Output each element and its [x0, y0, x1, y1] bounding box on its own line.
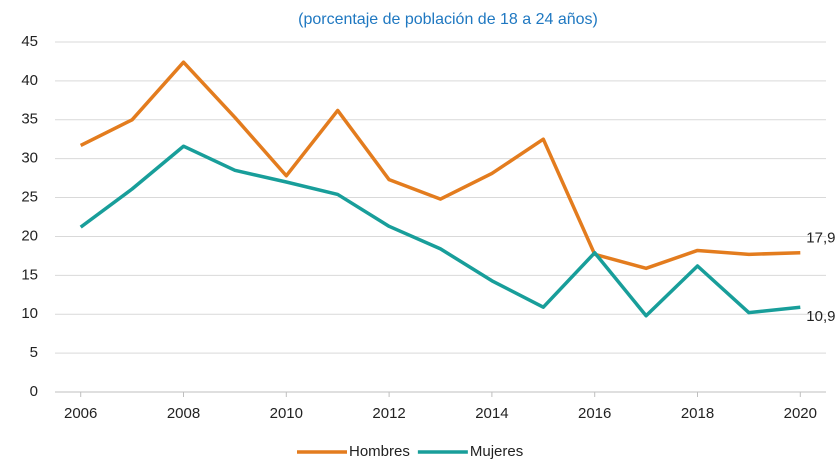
line-series [79, 144, 801, 318]
legend-label: Mujeres [470, 443, 523, 460]
y-tick-label: 5 [30, 344, 38, 361]
x-tick-label: 2010 [270, 405, 303, 422]
x-tick-label: 2018 [681, 405, 714, 422]
x-tick-label: 2014 [475, 405, 508, 422]
chart-subtitle: (porcentaje de población de 18 a 24 años… [298, 11, 598, 28]
value-label: 10,9 [806, 308, 835, 325]
legend-label: Hombres [349, 443, 410, 460]
x-tick-label: 2006 [64, 405, 97, 422]
y-tick-label: 0 [30, 383, 38, 400]
value-label: 17,9 [806, 230, 835, 247]
y-tick-label: 20 [21, 227, 38, 244]
x-tick-label: 2012 [372, 405, 405, 422]
x-tick-label: 2008 [167, 405, 200, 422]
y-tick-label: 35 [21, 111, 38, 128]
y-tick-label: 15 [21, 266, 38, 283]
y-tick-label: 30 [21, 150, 38, 167]
y-tick-label: 40 [21, 72, 38, 89]
line-series [79, 60, 801, 271]
y-tick-label: 10 [21, 305, 38, 322]
y-tick-label: 25 [21, 189, 38, 206]
x-tick-label: 2016 [578, 405, 611, 422]
y-tick-label: 45 [21, 33, 38, 50]
x-tick-label: 2020 [784, 405, 817, 422]
